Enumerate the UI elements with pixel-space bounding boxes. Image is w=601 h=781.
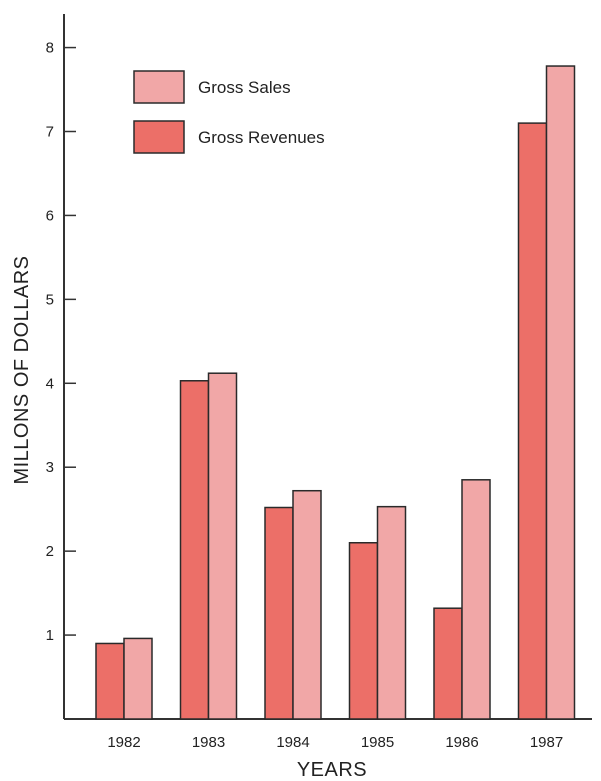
x-axis-title: YEARS <box>297 759 367 781</box>
bar-gross-sales-1983 <box>207 372 238 720</box>
bar-gross-revenues-1985 <box>348 542 379 720</box>
legend: Gross Sales Gross Revenues <box>133 70 325 154</box>
bar-gross-revenues-1987 <box>517 122 548 720</box>
legend-label-gross-revenues: Gross Revenues <box>198 128 325 147</box>
bar-gross-sales-1982 <box>123 637 153 720</box>
bar-gross-sales-1986 <box>461 479 491 720</box>
y-tick-label-4: 4 <box>46 375 54 392</box>
y-tick-label-2: 2 <box>46 543 54 560</box>
y-tick-label-7: 7 <box>46 124 54 141</box>
x-tick-label-1985: 1985 <box>361 734 394 751</box>
bar-gross-revenues-1983 <box>179 380 210 720</box>
y-tick-label-1: 1 <box>46 627 54 644</box>
bar-gross-sales-1985 <box>376 505 407 720</box>
x-tick-label-1983: 1983 <box>192 734 225 751</box>
bar-gross-revenues-1984 <box>264 506 294 720</box>
x-tick-label-1984: 1984 <box>276 734 309 751</box>
y-tick-label-3: 3 <box>46 459 54 476</box>
legend-swatch-gross-revenues <box>133 120 185 154</box>
bar-gross-sales-1984 <box>292 489 322 720</box>
bar-gross-revenues-1982 <box>95 642 125 720</box>
bars <box>95 65 576 720</box>
x-axis: 1982 1983 1984 1985 1986 1987 <box>64 718 592 751</box>
bar-gross-revenues-1986 <box>433 607 463 720</box>
y-axis: 1 2 3 4 5 6 7 8 <box>46 14 76 719</box>
y-tick-label-5: 5 <box>46 291 54 308</box>
legend-label-gross-sales: Gross Sales <box>198 78 291 97</box>
x-tick-label-1982: 1982 <box>107 734 140 751</box>
bar-gross-sales-1987 <box>545 65 576 720</box>
x-tick-label-1987: 1987 <box>530 734 563 751</box>
legend-swatch-gross-sales <box>133 70 185 104</box>
y-axis-title: MILLONS OF DOLLARS <box>11 255 33 484</box>
x-tick-label-1986: 1986 <box>445 734 478 751</box>
y-tick-label-6: 6 <box>46 207 54 224</box>
y-tick-label-8: 8 <box>46 40 54 57</box>
